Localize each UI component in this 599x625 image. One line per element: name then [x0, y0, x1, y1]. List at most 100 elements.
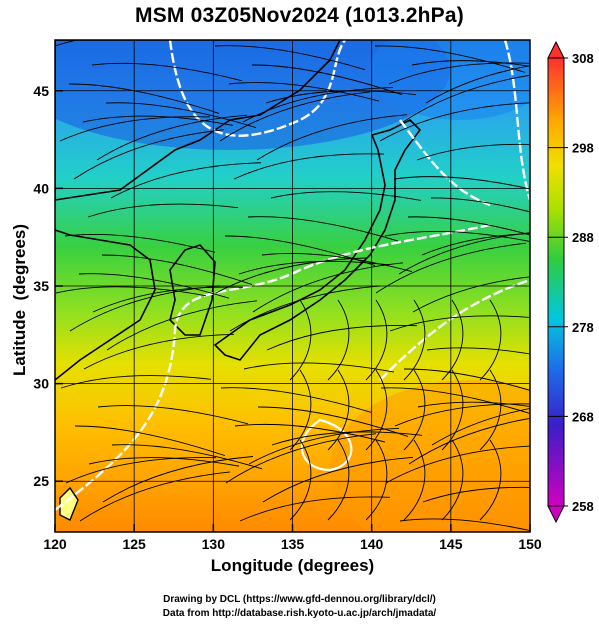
streamline	[327, 369, 350, 451]
streamline	[388, 62, 530, 85]
streamline	[425, 65, 530, 104]
streamline	[262, 456, 414, 503]
streamline	[479, 369, 502, 451]
streamline	[441, 299, 464, 381]
streamline	[416, 143, 530, 161]
streamline	[408, 417, 530, 465]
streamline	[239, 496, 391, 522]
streamline	[261, 253, 413, 272]
streamline	[327, 439, 350, 521]
x-tick-label: 135	[281, 536, 305, 552]
streamline	[234, 423, 386, 443]
streamline	[74, 425, 226, 457]
streamline	[374, 45, 526, 73]
continent-landmass	[55, 40, 341, 201]
streamline	[402, 74, 530, 123]
streamline	[65, 457, 217, 484]
streamline	[441, 369, 464, 451]
x-axis-label: Longitude (degrees)	[210, 556, 375, 575]
streamline	[233, 153, 385, 180]
x-tick-label: 125	[122, 536, 146, 552]
y-tick-label: 30	[33, 376, 49, 392]
streamline	[327, 299, 350, 381]
credit-drawing: Drawing by DCL (https://www.gfd-dennou.o…	[163, 594, 436, 605]
streamline	[384, 230, 530, 242]
streamline	[289, 439, 312, 521]
streamline	[220, 387, 372, 413]
streamline	[385, 445, 530, 484]
streamline	[398, 232, 530, 275]
streamline	[379, 102, 530, 142]
streamline	[403, 299, 426, 381]
streamline	[105, 102, 257, 128]
streamline	[214, 45, 366, 71]
x-tick-label: 130	[202, 536, 226, 552]
streamline	[88, 457, 240, 467]
streamline	[91, 62, 243, 82]
streamline	[421, 233, 530, 256]
x-tick-label: 140	[360, 536, 384, 552]
colorbar-label: 288	[572, 230, 594, 245]
colorbar-label: 298	[572, 141, 594, 156]
streamline	[110, 162, 262, 199]
colorbar-min-arrow	[547, 505, 565, 524]
streamline	[403, 439, 426, 521]
streamline	[441, 439, 464, 521]
streamline	[68, 83, 220, 114]
streamline	[270, 191, 422, 201]
streamline	[417, 401, 530, 408]
streamline	[96, 114, 248, 161]
credit-data-source: Data from http://database.rish.kyoto-u.a…	[162, 608, 437, 619]
streamline	[375, 242, 527, 294]
map-grid	[55, 40, 530, 532]
y-axis-label: Latitude (degrees)	[10, 223, 29, 377]
streamline	[271, 431, 423, 446]
streamline	[407, 216, 530, 236]
streamline	[64, 233, 216, 253]
streamline	[79, 471, 231, 522]
streamline	[69, 285, 221, 332]
streamline	[78, 273, 230, 299]
streamline	[289, 369, 312, 451]
taiwan-outline	[59, 486, 79, 521]
streamline	[248, 428, 400, 465]
streamline	[256, 114, 408, 161]
y-tick-label: 25	[33, 473, 49, 489]
streamline	[87, 203, 239, 218]
streamline	[97, 405, 249, 425]
streamline	[422, 486, 530, 503]
japan-outline	[213, 119, 422, 361]
streamline	[265, 90, 417, 104]
streamline	[242, 87, 394, 123]
streamline	[247, 216, 399, 242]
y-tick-label: 45	[33, 83, 49, 99]
x-tick-label: 145	[439, 536, 463, 552]
streamline	[101, 254, 253, 285]
streamline	[73, 129, 225, 180]
colorbar-label: 278	[572, 320, 594, 335]
korea-outline	[169, 244, 216, 336]
y-tick-label: 40	[33, 180, 49, 196]
colorbar-label: 268	[572, 409, 594, 424]
map-field	[55, 40, 530, 532]
streamline	[229, 285, 381, 332]
colorbar-label: 308	[572, 51, 594, 66]
colorbar: 308 298 288 278 268 258	[547, 40, 594, 524]
map-title: MSM 03Z05Nov2024 (1013.2hPa)	[135, 4, 464, 27]
streamline	[393, 176, 530, 190]
y-tick-label: 35	[33, 278, 49, 294]
streamline	[411, 60, 530, 67]
streamline	[266, 324, 418, 351]
streamline	[111, 444, 263, 470]
streamline	[106, 300, 258, 351]
streamline	[102, 456, 254, 503]
streamline	[228, 82, 380, 102]
streamline	[389, 315, 530, 332]
streamline	[479, 439, 502, 521]
wind-streamlines	[55, 40, 530, 532]
colorbar-max-arrow	[547, 40, 565, 59]
streamline	[403, 369, 426, 451]
colorbar-body	[547, 57, 565, 507]
streamline	[257, 406, 409, 437]
streamline	[380, 387, 530, 414]
